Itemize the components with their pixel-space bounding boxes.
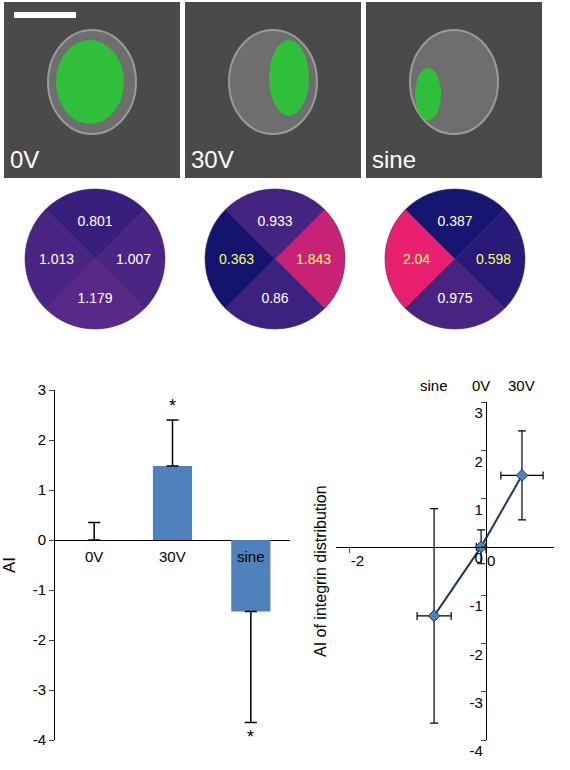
svg-text:0.801: 0.801 xyxy=(77,213,112,229)
svg-text:AI: AI xyxy=(0,557,19,573)
svg-text:30V: 30V xyxy=(159,548,186,565)
svg-text:30V: 30V xyxy=(191,146,234,173)
svg-text:0: 0 xyxy=(475,549,483,566)
svg-text:0.363: 0.363 xyxy=(219,251,254,267)
svg-text:-1: -1 xyxy=(33,581,46,598)
svg-text:0: 0 xyxy=(38,531,46,548)
svg-text:1.013: 1.013 xyxy=(39,251,74,267)
svg-text:-3: -3 xyxy=(470,694,483,711)
svg-text:0.975: 0.975 xyxy=(437,290,472,306)
svg-text:*: * xyxy=(169,396,176,416)
svg-text:2.04: 2.04 xyxy=(403,251,430,267)
svg-text:-1: -1 xyxy=(470,597,483,614)
svg-text:0: 0 xyxy=(487,552,495,569)
svg-text:3: 3 xyxy=(38,381,46,398)
svg-text:1: 1 xyxy=(475,501,483,518)
svg-text:30V: 30V xyxy=(508,377,535,394)
svg-text:1.179: 1.179 xyxy=(77,290,112,306)
svg-text:*: * xyxy=(247,727,254,747)
svg-text:0V: 0V xyxy=(472,377,490,394)
svg-text:0.387: 0.387 xyxy=(437,213,472,229)
svg-text:AI of integrin distribution: AI of integrin distribution xyxy=(312,485,329,657)
svg-text:0.86: 0.86 xyxy=(261,290,288,306)
svg-text:1.843: 1.843 xyxy=(296,251,331,267)
svg-text:-4: -4 xyxy=(33,731,46,748)
svg-text:-3: -3 xyxy=(33,681,46,698)
svg-text:sine: sine xyxy=(420,377,448,394)
svg-text:0.598: 0.598 xyxy=(476,251,511,267)
svg-text:0V: 0V xyxy=(85,548,103,565)
svg-text:1: 1 xyxy=(38,481,46,498)
svg-text:0.933: 0.933 xyxy=(257,213,292,229)
svg-text:0V: 0V xyxy=(10,146,39,173)
svg-text:sine: sine xyxy=(237,548,265,565)
svg-text:-2: -2 xyxy=(470,646,483,663)
svg-text:3: 3 xyxy=(475,404,483,421)
svg-text:-2: -2 xyxy=(351,552,364,569)
svg-text:1.007: 1.007 xyxy=(116,251,151,267)
svg-text:-2: -2 xyxy=(33,631,46,648)
svg-text:sine: sine xyxy=(372,146,416,173)
svg-text:2: 2 xyxy=(475,453,483,470)
svg-text:2: 2 xyxy=(38,431,46,448)
svg-text:-4: -4 xyxy=(470,742,483,759)
